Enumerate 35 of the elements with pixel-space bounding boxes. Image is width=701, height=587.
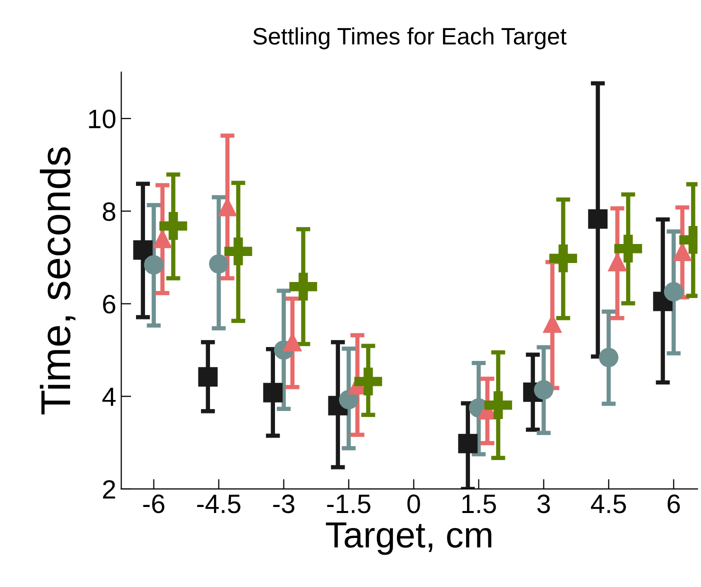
point xyxy=(598,348,618,368)
point xyxy=(289,272,318,300)
point xyxy=(339,390,358,410)
x-tick-label: -3 xyxy=(273,494,294,514)
point xyxy=(133,240,153,260)
y-tick-label: 2 xyxy=(103,480,116,499)
point xyxy=(484,391,512,420)
x-tick-label: 6 xyxy=(668,494,680,514)
point xyxy=(354,368,382,396)
x-tick-label: -4.5 xyxy=(197,494,240,514)
x-tick-label: 0 xyxy=(407,494,420,514)
point xyxy=(198,367,218,387)
point xyxy=(209,254,228,274)
x-tick-label: -6 xyxy=(143,494,164,514)
y-axis-title: Time, seconds xyxy=(40,147,76,414)
x-tick-label: 4.5 xyxy=(590,494,626,514)
point xyxy=(588,209,608,229)
point xyxy=(224,238,252,266)
point xyxy=(159,212,188,240)
y-tick-label: 6 xyxy=(103,294,116,314)
point xyxy=(263,382,283,402)
y-tick-label: 4 xyxy=(102,388,116,406)
x-tick-label: 3 xyxy=(537,494,550,514)
y-tick-label: 8 xyxy=(102,202,116,221)
point xyxy=(144,255,164,275)
point xyxy=(664,282,684,302)
point xyxy=(614,234,642,263)
x-tick-label: 1.5 xyxy=(462,494,496,514)
point xyxy=(549,244,578,272)
x-tick-label: -1.5 xyxy=(327,494,370,514)
point xyxy=(458,434,478,454)
x-axis-title: Target, cm xyxy=(326,522,492,555)
point xyxy=(534,380,554,400)
chart-title: Settling Times for Each Target xyxy=(253,27,566,50)
y-tick-label: 10 xyxy=(89,110,116,128)
